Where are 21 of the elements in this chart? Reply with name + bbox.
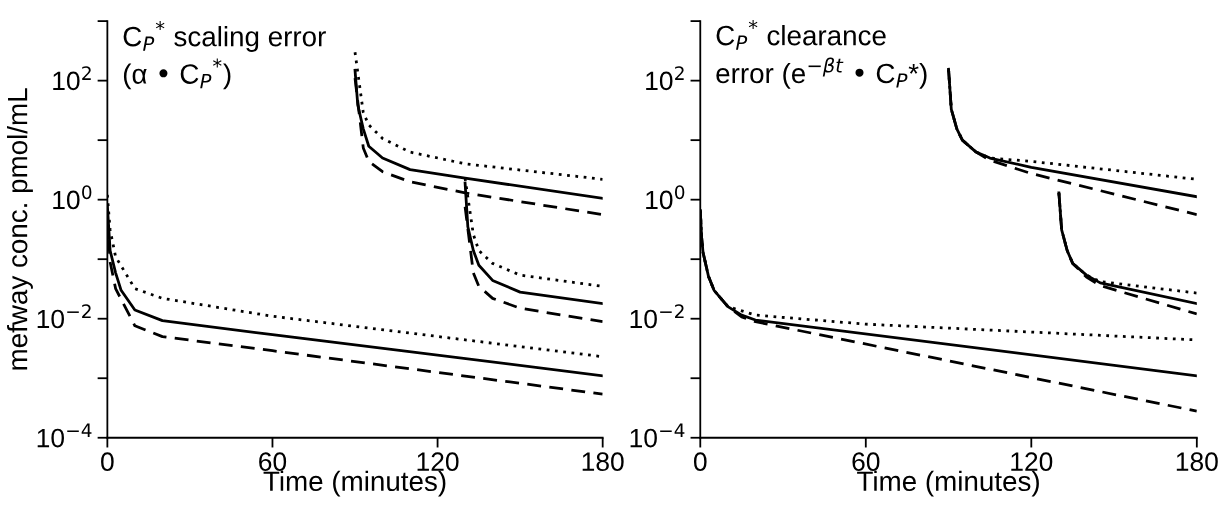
y-tick-label: 10$^{2}$ [53, 66, 91, 91]
x-tick-label: 180 [1176, 452, 1218, 472]
x-tick-label: 60 [852, 452, 880, 472]
x-tick-label: 0 [101, 452, 114, 472]
x-tick-label: 0 [693, 452, 707, 472]
y-tick-label: 10$^{0}$ [53, 185, 92, 210]
x-tick-label: 120 [417, 452, 459, 472]
x-axis-title: Time (minutes) [857, 470, 1039, 497]
y-tick-label: 10$^{−2}$ [37, 304, 91, 329]
y-axis-title: mefway conc. pmol/mL [7, 88, 33, 370]
y-tick-label: 10$^{−4}$ [37, 423, 92, 448]
chart-title: C$_{P}$$^{*}$ clearance error (e$^{−βt}$ • C$_{P}$*) [716, 20, 927, 89]
x-tick-label: 120 [1011, 452, 1053, 472]
y-tick-label: 10$^{2}$ [646, 66, 684, 91]
y-tick-label: 10$^{0}$ [646, 185, 685, 210]
text: C$_{P}$$^{*}$ scaling error (α • C$_{P}$$^{*}$) [123, 21, 326, 90]
x-tick-label: 60 [259, 452, 287, 472]
y-tick-label: 10$^{−2}$ [630, 304, 684, 329]
x-axis-title: Time (minutes) [263, 470, 446, 497]
y-tick-label: 10$^{−4}$ [630, 423, 685, 448]
x-tick-label: 180 [582, 452, 624, 472]
